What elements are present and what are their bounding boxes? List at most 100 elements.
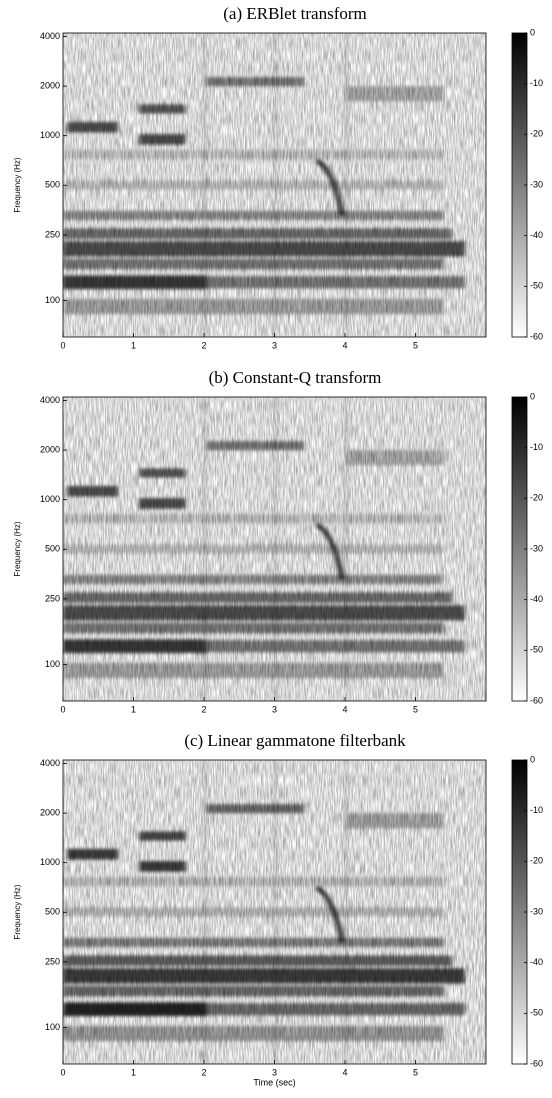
spectrogram-image: [63, 397, 486, 701]
colorbar-tick-label: -60: [530, 331, 543, 341]
x-tick-label: 4: [342, 1067, 347, 1077]
colorbar-tick-label: -10: [530, 805, 543, 815]
y-axis-label: Frequency (Hz): [13, 521, 22, 576]
x-tick-label: 4: [342, 704, 347, 714]
y-tick-label: 250: [45, 229, 60, 239]
onset: [203, 33, 206, 337]
x-tick-label: 2: [201, 340, 206, 350]
band: [206, 77, 305, 87]
band: [63, 210, 444, 220]
spectrogram-image: [63, 760, 486, 1064]
band: [206, 640, 465, 653]
colorbar-tick-label: -50: [530, 645, 543, 655]
colorbar-tick-label: -50: [530, 281, 543, 291]
x-tick-label: 5: [413, 1067, 418, 1077]
y-tick-label: 250: [45, 956, 60, 966]
band: [63, 1026, 444, 1042]
colorbar-tick-label: -60: [530, 1058, 543, 1068]
y-tick-label: 500: [45, 907, 60, 917]
x-tick-label: 2: [201, 704, 206, 714]
onset: [345, 760, 348, 1064]
band: [63, 1002, 207, 1017]
band: [67, 485, 118, 497]
band: [63, 622, 444, 634]
band: [63, 907, 444, 917]
colorbar-tick-label: -10: [530, 442, 543, 452]
x-tick-label: 3: [272, 704, 277, 714]
colorbar-tick-label: -10: [530, 78, 543, 88]
y-tick-label: 1000: [40, 857, 60, 867]
band: [67, 848, 118, 860]
band: [63, 180, 444, 190]
features: [63, 33, 465, 337]
onset: [345, 397, 348, 701]
onset: [274, 397, 277, 701]
colorbar-tick-label: -40: [530, 957, 543, 967]
panel-title: (b) Constant-Q transform: [209, 368, 382, 387]
y-tick-label: 2000: [40, 80, 60, 90]
x-tick-label: 3: [272, 1067, 277, 1077]
colorbar-tick-label: 0: [530, 391, 535, 401]
band: [63, 639, 207, 654]
panel-title: (a) ERBlet transform: [223, 4, 367, 23]
glide: [315, 158, 345, 216]
band: [346, 813, 444, 829]
x-axis-label: Time (sec): [253, 1077, 295, 1087]
x-tick-label: 1: [131, 704, 136, 714]
band: [67, 121, 118, 133]
y-tick-label: 2000: [40, 444, 60, 454]
colorbar-tick-label: -40: [530, 230, 543, 240]
band: [63, 574, 444, 584]
glide: [315, 522, 345, 580]
band: [63, 275, 207, 290]
colorbar-tick-label: -30: [530, 543, 543, 553]
band: [206, 276, 465, 289]
band: [63, 877, 444, 887]
x-tick-label: 0: [60, 1067, 65, 1077]
glide: [315, 885, 345, 943]
features: [63, 760, 465, 1064]
colorbar-tick-label: -30: [530, 179, 543, 189]
colorbar-tick-label: 0: [530, 754, 535, 764]
band: [206, 804, 305, 814]
panel-title: (c) Linear gammatone filterbank: [184, 731, 406, 750]
band: [206, 441, 305, 451]
y-tick-label: 4000: [40, 395, 60, 405]
band: [63, 258, 444, 270]
y-tick-label: 500: [45, 180, 60, 190]
spectrogram-image: [63, 33, 486, 337]
colorbar-tick-label: -20: [530, 856, 543, 866]
y-tick-label: 4000: [40, 758, 60, 768]
band: [206, 1003, 465, 1016]
colorbar-tick-label: -50: [530, 1008, 543, 1018]
colorbar-tick-label: 0: [530, 27, 535, 37]
y-axis-label: Frequency (Hz): [13, 884, 22, 939]
band: [63, 150, 444, 160]
y-axis-label: Frequency (Hz): [13, 157, 22, 212]
x-tick-label: 1: [131, 340, 136, 350]
band: [346, 450, 444, 466]
y-tick-label: 4000: [40, 31, 60, 41]
band: [139, 468, 186, 478]
band: [63, 605, 465, 621]
y-tick-label: 100: [45, 659, 60, 669]
x-tick-label: 4: [342, 340, 347, 350]
y-tick-label: 1000: [40, 494, 60, 504]
band: [346, 86, 444, 102]
onset: [274, 33, 277, 337]
y-tick-label: 100: [45, 1022, 60, 1032]
colorbar-tick-label: -40: [530, 594, 543, 604]
band: [63, 544, 444, 554]
onset: [203, 760, 206, 1064]
x-tick-label: 0: [60, 340, 65, 350]
colorbar-tick-label: -60: [530, 695, 543, 705]
band: [63, 968, 465, 984]
y-tick-label: 250: [45, 593, 60, 603]
x-tick-label: 5: [413, 340, 418, 350]
band: [63, 299, 444, 315]
onset: [345, 33, 348, 337]
colorbar-tick-label: -20: [530, 129, 543, 139]
band: [63, 241, 465, 257]
y-tick-label: 1000: [40, 130, 60, 140]
